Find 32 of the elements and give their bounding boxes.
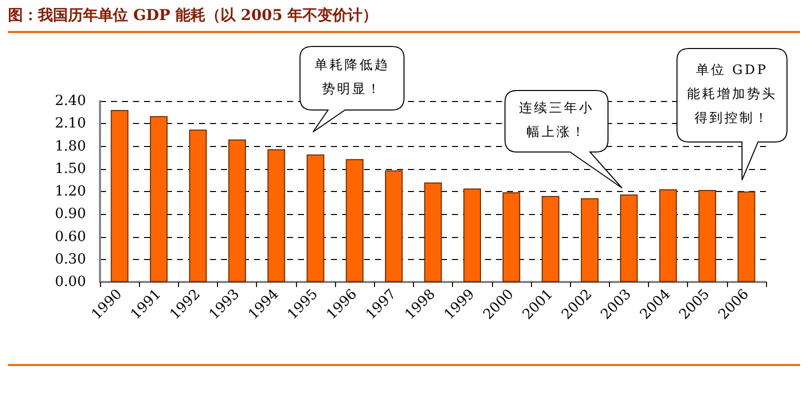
bar bbox=[620, 194, 638, 282]
speech-bubble: 连续三年小幅上涨！ bbox=[505, 90, 623, 189]
bar bbox=[659, 189, 677, 282]
y-tick-label: 2.40 bbox=[54, 93, 86, 109]
bar bbox=[424, 182, 442, 282]
bar bbox=[502, 192, 520, 282]
bar bbox=[189, 130, 207, 282]
bar bbox=[698, 190, 716, 282]
bar bbox=[346, 159, 364, 282]
speech-bubble: 单耗降低趋势明显！ bbox=[300, 46, 405, 133]
bar bbox=[110, 110, 128, 282]
speech-bubble: 单位 GDP 能耗增加势头得到控制！ bbox=[677, 48, 788, 181]
bar bbox=[738, 192, 756, 282]
annotation: 连续三年小幅上涨！ bbox=[518, 100, 595, 142]
y-tick-label: 0.00 bbox=[54, 274, 86, 290]
bar bbox=[306, 154, 324, 282]
bar bbox=[385, 170, 403, 282]
bar bbox=[580, 198, 599, 282]
bar bbox=[228, 139, 246, 282]
y-tick-label: 0.30 bbox=[54, 251, 86, 268]
y-tick-label: 1.80 bbox=[54, 138, 86, 154]
bar bbox=[267, 149, 286, 282]
bar bbox=[150, 116, 168, 282]
bar bbox=[542, 196, 560, 282]
bar bbox=[463, 188, 481, 282]
y-tick-label: 0.60 bbox=[54, 228, 86, 245]
annotation: 单位 GDP 能耗增加势头得到控制！ bbox=[687, 62, 777, 128]
y-tick-label: 2.10 bbox=[54, 116, 86, 132]
chart-title: 图：我国历年单位 GDP 能耗（以 2005 年不变价计） bbox=[8, 6, 378, 25]
y-tick-label: 1.50 bbox=[54, 160, 86, 177]
y-tick-label: 1.20 bbox=[54, 184, 86, 200]
y-tick-label: 0.90 bbox=[54, 206, 86, 222]
